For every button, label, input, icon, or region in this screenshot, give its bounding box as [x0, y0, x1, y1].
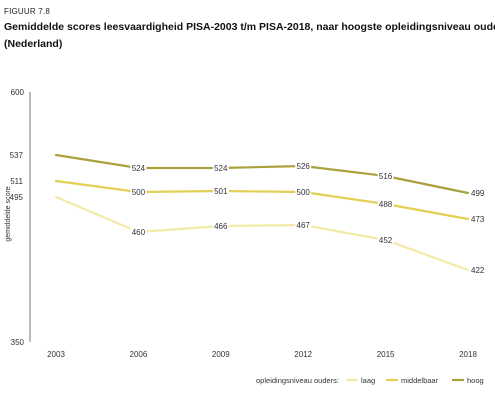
data-label-hoog-2003: 537: [10, 151, 24, 160]
data-label-middelbaar-2006: 500: [132, 188, 146, 197]
data-label-bg: [130, 227, 147, 237]
data-label-middelbaar-2018: 473: [471, 215, 485, 224]
data-label-bg: [377, 171, 394, 181]
series-lines: [54, 153, 470, 272]
figure-title-line-2: (Nederland): [4, 38, 63, 50]
x-ticks: 2003 2006 2009 2012 2015 2018: [47, 350, 477, 359]
data-label-bg: [295, 187, 312, 197]
data-label-middelbaar-2015: 488: [379, 200, 393, 209]
figure-title-line-1: Gemiddelde scores leesvaardigheid PISA-2…: [4, 21, 495, 33]
x-tick-label-2015: 2015: [377, 350, 395, 359]
data-label-bg: [377, 199, 394, 209]
x-tick-label-2012: 2012: [294, 350, 312, 359]
data-labels: 495 460 466 467 452 422 511 500 501 500 488 473 537 5…: [10, 151, 485, 275]
data-label-hoog-2018: 499: [471, 189, 485, 198]
data-label-bg: [295, 161, 312, 171]
legend-label-middelbaar: middelbaar: [401, 376, 439, 385]
x-tick-label-2018: 2018: [459, 350, 477, 359]
data-label-bg: [130, 187, 147, 197]
data-label-laag-2006: 460: [132, 228, 146, 237]
data-label-middelbaar-2009: 501: [214, 187, 228, 196]
data-label-hoog-2006: 524: [132, 164, 146, 173]
data-label-hoog-2009: 524: [214, 164, 228, 173]
legend-label-laag: laag: [361, 376, 375, 385]
x-tick-label-2003: 2003: [47, 350, 65, 359]
series-line-laag: [54, 195, 470, 272]
data-label-laag-2012: 467: [297, 221, 311, 230]
y-axis-label: gemiddelde score: [5, 186, 12, 241]
data-label-bg: [212, 186, 229, 196]
data-label-bg: [295, 220, 312, 230]
figure-label: FIGUUR 7.8: [4, 7, 51, 16]
data-label-bg: [212, 221, 229, 231]
data-label-hoog-2015: 516: [379, 172, 393, 181]
y-tick-label-600: 600: [11, 88, 25, 97]
legend: opleidingsniveau ouders: laag middelbaar h…: [256, 376, 484, 385]
series-line-hoog: [54, 153, 470, 195]
x-tick-label-2006: 2006: [130, 350, 148, 359]
data-label-laag-2003: 495: [10, 193, 24, 202]
data-label-bg: [130, 163, 147, 173]
data-label-hoog-2012: 526: [297, 162, 311, 171]
data-label-middelbaar-2003: 511: [10, 177, 23, 186]
data-label-laag-2015: 452: [379, 236, 393, 245]
data-label-laag-2009: 466: [214, 222, 228, 231]
y-tick-label-350: 350: [11, 338, 25, 347]
legend-label-hoog: hoog: [467, 376, 484, 385]
data-label-laag-2018: 422: [471, 266, 485, 275]
data-label-middelbaar-2012: 500: [297, 188, 311, 197]
data-label-bg: [377, 235, 394, 245]
figure-title: Gemiddelde scores leesvaardigheid PISA-2…: [4, 19, 495, 53]
legend-title: opleidingsniveau ouders:: [256, 376, 339, 385]
data-label-bg: [212, 163, 229, 173]
series-line-middelbaar: [54, 179, 470, 221]
y-ticks: 350 600: [11, 88, 25, 347]
x-tick-label-2009: 2009: [212, 350, 230, 359]
